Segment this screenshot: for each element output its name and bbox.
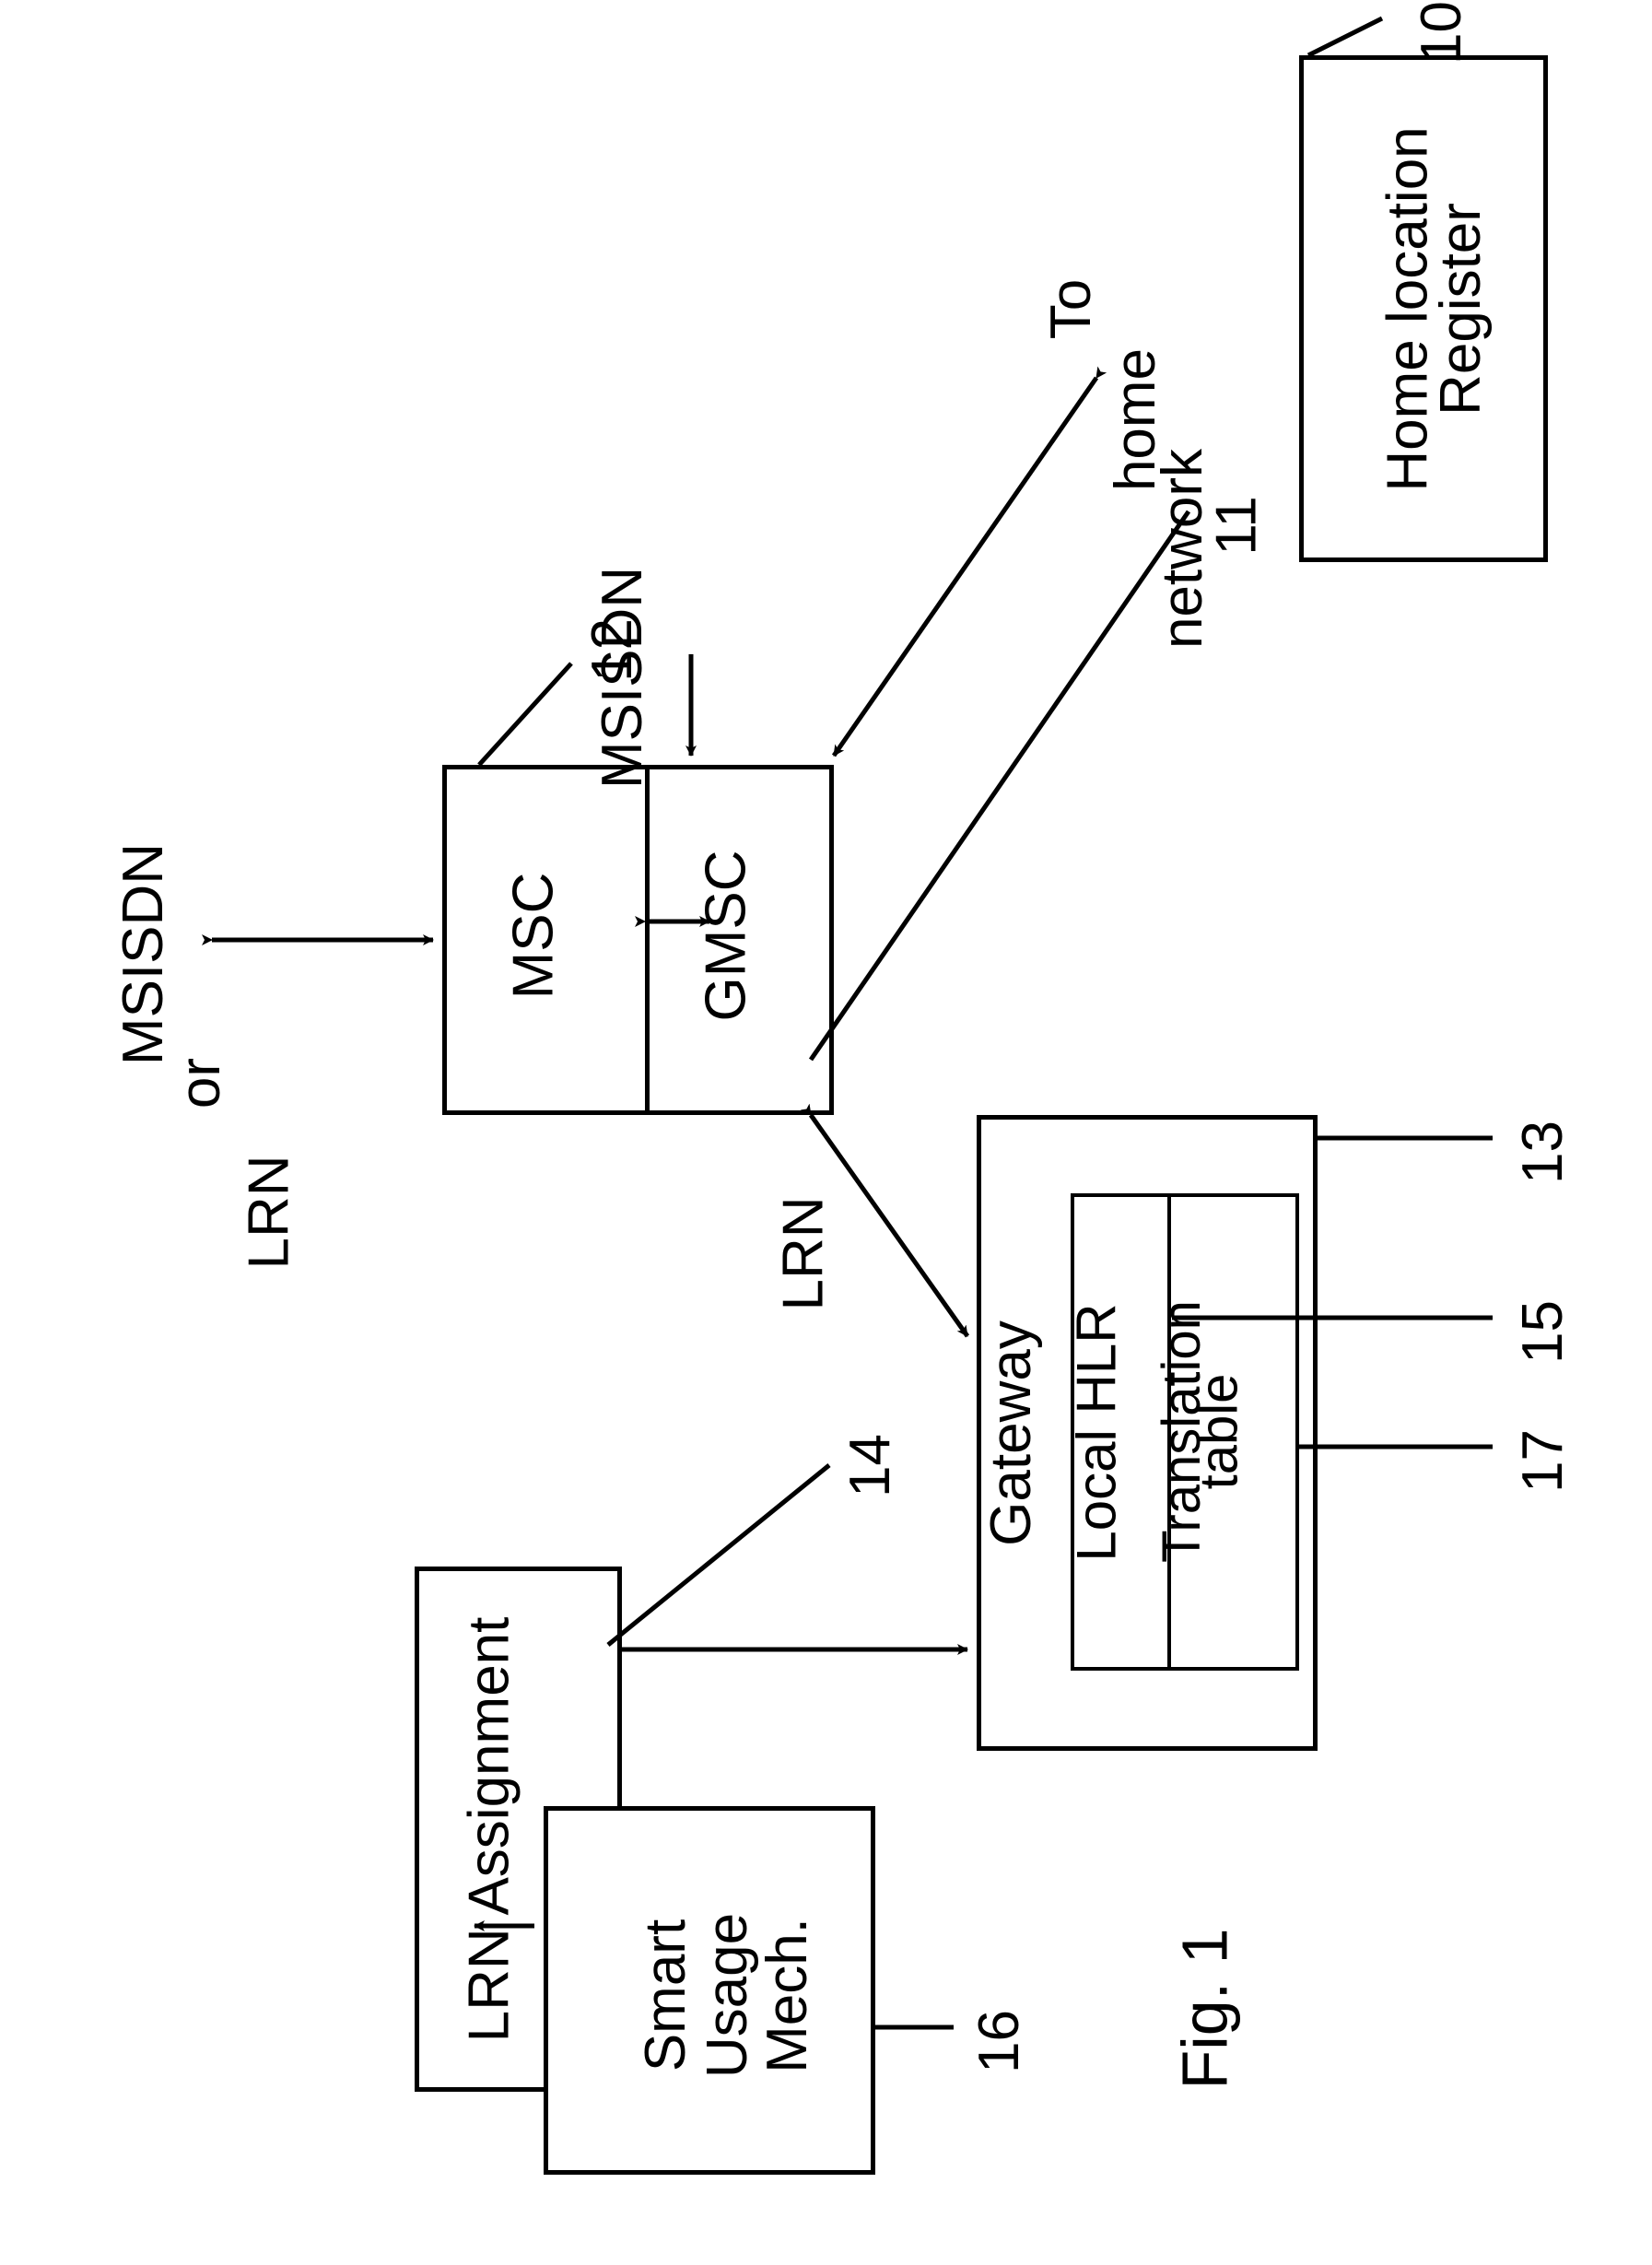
ref-13: 13 [1510,1121,1576,1184]
label-gmsc: GMSC [694,851,759,1022]
label-mech: Mech. [755,1918,820,2073]
ref-14: 14 [838,1434,903,1497]
label-lrn: LRN [771,1196,837,1310]
label-local-hlr: Local HLR [1065,1303,1129,1561]
label-smart: Smart [633,1919,698,2071]
diagram-canvas: Home location Register 10 12 11 13 15 17… [0,0,1652,2265]
label-lrn-left: LRN [237,1155,302,1269]
label-msisdn: MSISDN [590,567,655,789]
ref-16: 16 [967,2010,1032,2073]
label-table: table [1188,1374,1249,1490]
label-msisdn2: MSISDN [111,843,176,1065]
label-to: To [1038,279,1104,339]
figure-caption: Fig. 1 [1168,1928,1242,2089]
label-msc: MSC [500,873,566,1000]
hlr-line2: Register [1428,203,1494,416]
label-usage: Usage [695,1913,760,2078]
ref-17: 17 [1510,1429,1576,1493]
label-or: or [168,1058,233,1109]
label-gateway: Gateway [978,1320,1044,1546]
label-network: network [1150,449,1215,649]
label-lrn-assignment: LRN Assignment [456,1617,521,2043]
ref-10: 10 [1409,1,1474,65]
ref-15: 15 [1510,1300,1576,1364]
